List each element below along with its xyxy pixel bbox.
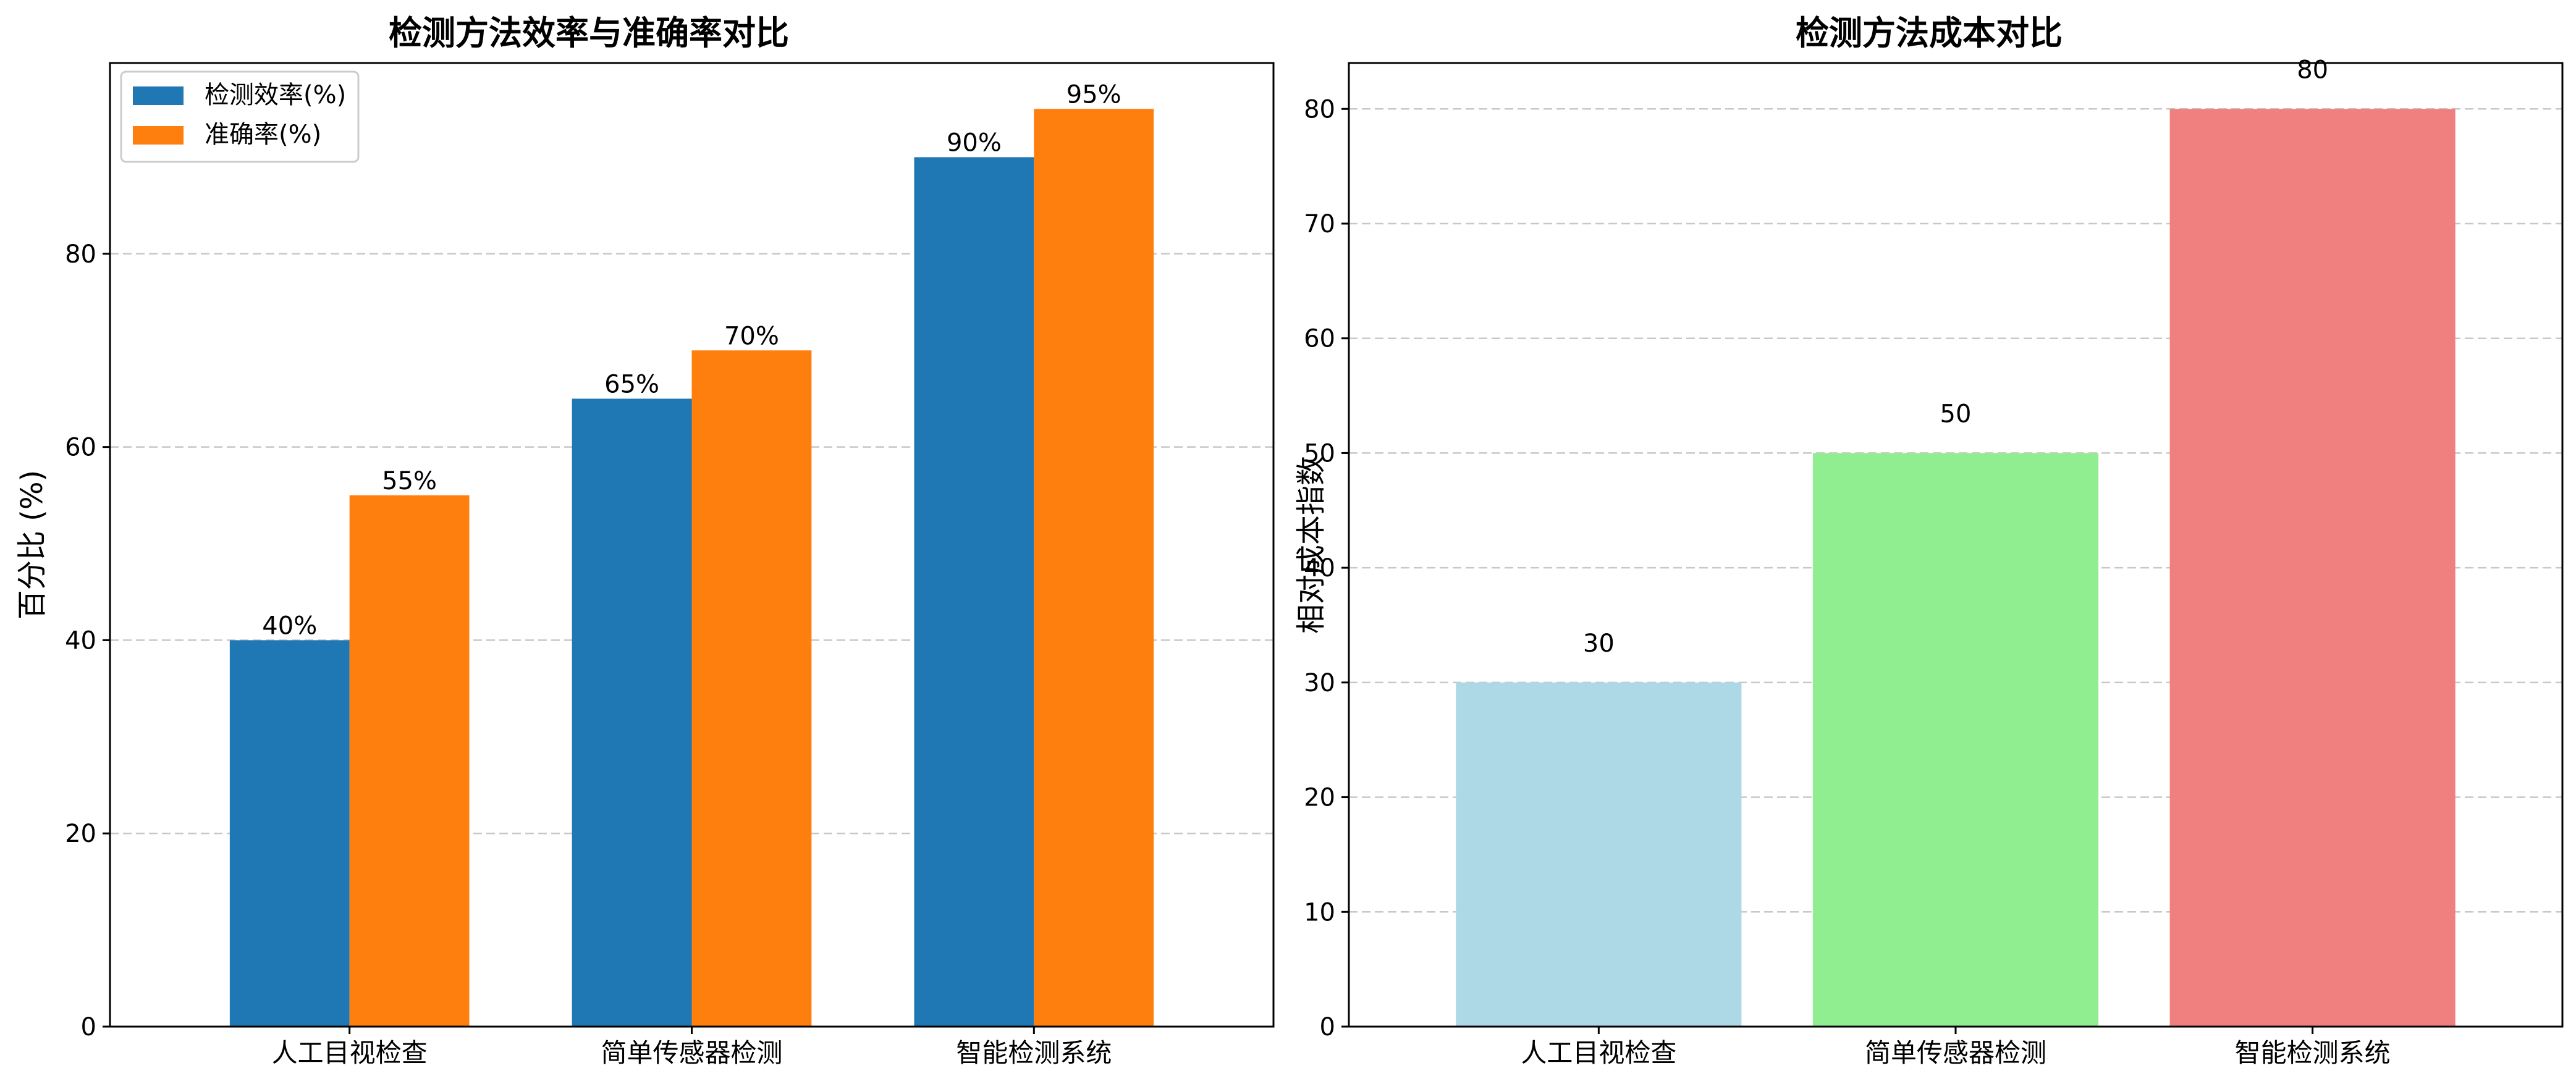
y-tick-label: 40	[65, 626, 96, 655]
bar-value-labels: 40% 55% 65% 70% 90% 95%	[262, 80, 1121, 640]
y-axis-ticks: 0 10 20 30 40 50 60 70 80	[1304, 95, 1349, 1041]
x-tick-label: 智能检测系统	[2235, 1038, 2391, 1068]
bar-cost	[2169, 109, 2456, 1027]
y-axis-label: 相对成本指数	[1294, 456, 1328, 634]
bars	[1456, 109, 2456, 1027]
legend-label-efficiency: 检测效率(%)	[205, 81, 346, 109]
y-tick-label: 0	[1320, 1013, 1335, 1041]
x-tick-label: 智能检测系统	[956, 1038, 1112, 1068]
legend-swatch-accuracy	[133, 126, 184, 145]
legend-swatch-efficiency	[133, 86, 184, 105]
x-axis-ticks: 人工目视检查 简单传感器检测 智能检测系统	[272, 1027, 1112, 1068]
chart-title: 检测方法效率与准确率对比	[389, 14, 789, 53]
bars	[229, 109, 1154, 1027]
bar-accuracy	[349, 495, 470, 1027]
y-tick-label: 0	[81, 1013, 96, 1041]
legend: 检测效率(%) 准确率(%)	[120, 70, 360, 163]
bar-cost	[1456, 682, 1742, 1027]
bar-accuracy	[691, 350, 812, 1027]
y-tick-label: 80	[65, 240, 96, 269]
y-tick-label: 30	[1304, 669, 1335, 697]
y-tick-label: 60	[65, 434, 96, 462]
y-tick-label: 20	[65, 820, 96, 848]
y-tick-label: 40	[1304, 554, 1335, 582]
y-tick-label: 70	[1304, 210, 1335, 238]
x-tick-label: 人工目视检查	[1521, 1038, 1676, 1068]
y-tick-label: 20	[1304, 784, 1335, 812]
y-tick-label: 50	[1304, 439, 1335, 468]
bar-value-label: 55%	[382, 467, 437, 495]
legend-label-accuracy: 准确率(%)	[205, 120, 321, 149]
bar-value-label: 40%	[262, 612, 317, 640]
y-tick-label: 60	[1304, 325, 1335, 353]
y-axis-ticks: 0 20 40 60 80	[65, 240, 110, 1041]
bar-efficiency	[914, 157, 1034, 1027]
bar-value-label: 70%	[724, 322, 779, 350]
x-tick-label: 简单传感器检测	[1865, 1038, 2046, 1068]
bar-cost	[1812, 453, 2099, 1027]
bar-efficiency	[229, 640, 350, 1027]
cost-comparison-chart: 检测方法成本对比 30 50 80 0 10 20 30 40 50 60 70 80 人工目视检查…	[1294, 14, 2564, 1068]
bar-value-labels: 30 50 80	[1583, 56, 2328, 658]
bar-efficiency	[572, 398, 692, 1027]
bar-value-label: 30	[1583, 629, 1615, 658]
bar-value-label: 95%	[1066, 80, 1121, 109]
bar-accuracy	[1034, 109, 1154, 1027]
y-tick-label: 80	[1304, 95, 1335, 124]
y-axis-label: 百分比 (%)	[15, 470, 49, 620]
chart-title: 检测方法成本对比	[1796, 14, 2063, 53]
bar-value-label: 80	[2297, 56, 2328, 84]
y-tick-label: 10	[1304, 898, 1335, 927]
bar-value-label: 65%	[604, 370, 659, 398]
x-tick-label: 人工目视检查	[272, 1038, 428, 1068]
bar-value-label: 50	[1940, 400, 1972, 428]
efficiency-accuracy-chart: 检测方法效率与准确率对比 40% 55% 65% 70% 90% 95% 0 20 40 60 8…	[15, 14, 1275, 1068]
bar-value-label: 90%	[947, 128, 1002, 157]
x-axis-ticks: 人工目视检查 简单传感器检测 智能检测系统	[1521, 1027, 2391, 1068]
x-tick-label: 简单传感器检测	[601, 1038, 782, 1068]
